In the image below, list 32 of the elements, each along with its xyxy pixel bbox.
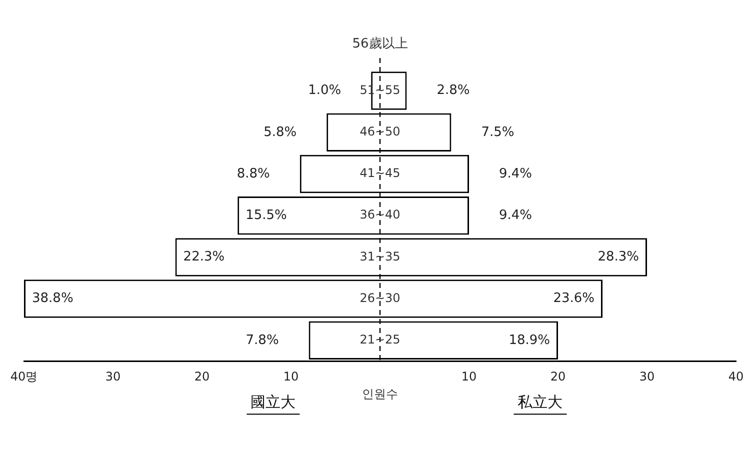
x-tick-label: 20 bbox=[550, 370, 566, 384]
annotation: 38.8% bbox=[32, 291, 74, 306]
y-tick-label: 36~40 bbox=[360, 208, 400, 222]
annotation: 28.3% bbox=[598, 250, 639, 265]
y-tick-label: 46~50 bbox=[360, 124, 400, 139]
x-tick-label: 30 bbox=[639, 370, 655, 384]
x-tick-label: 20 bbox=[194, 370, 210, 384]
annotation: 9.4% bbox=[499, 208, 532, 223]
annotation: 8.8% bbox=[236, 166, 270, 182]
annotation: 15.5% bbox=[246, 208, 287, 223]
x-tick-label: 30 bbox=[105, 370, 121, 384]
y-tick-label: 41~45 bbox=[360, 166, 400, 180]
annotation: 18.9% bbox=[508, 332, 550, 348]
text: 56歲以上 bbox=[352, 36, 408, 52]
text: 私立大 bbox=[518, 393, 563, 412]
x-axis-title: 인원수 bbox=[362, 386, 398, 401]
y-tick-label: 21~25 bbox=[360, 332, 400, 347]
x-tick-label: 10 bbox=[461, 370, 477, 384]
y-tick-label: 26~30 bbox=[360, 290, 400, 305]
annotation: 5.8% bbox=[264, 124, 297, 140]
annotation: 9.4% bbox=[499, 166, 532, 182]
annotation: 1.0% bbox=[308, 83, 342, 98]
annotation: 7.5% bbox=[481, 124, 514, 140]
annotation: 7.8% bbox=[246, 332, 279, 348]
annotation: 2.8% bbox=[436, 83, 470, 98]
annotation: 23.6% bbox=[553, 291, 594, 306]
y-tick-label: 31~35 bbox=[360, 249, 400, 264]
annotation: 22.3% bbox=[183, 250, 225, 265]
x-tick-label: 40명 bbox=[10, 370, 38, 384]
text: 國立大 bbox=[250, 393, 296, 412]
x-tick-label: 40 bbox=[728, 370, 744, 384]
x-tick-label: 10 bbox=[283, 370, 299, 384]
